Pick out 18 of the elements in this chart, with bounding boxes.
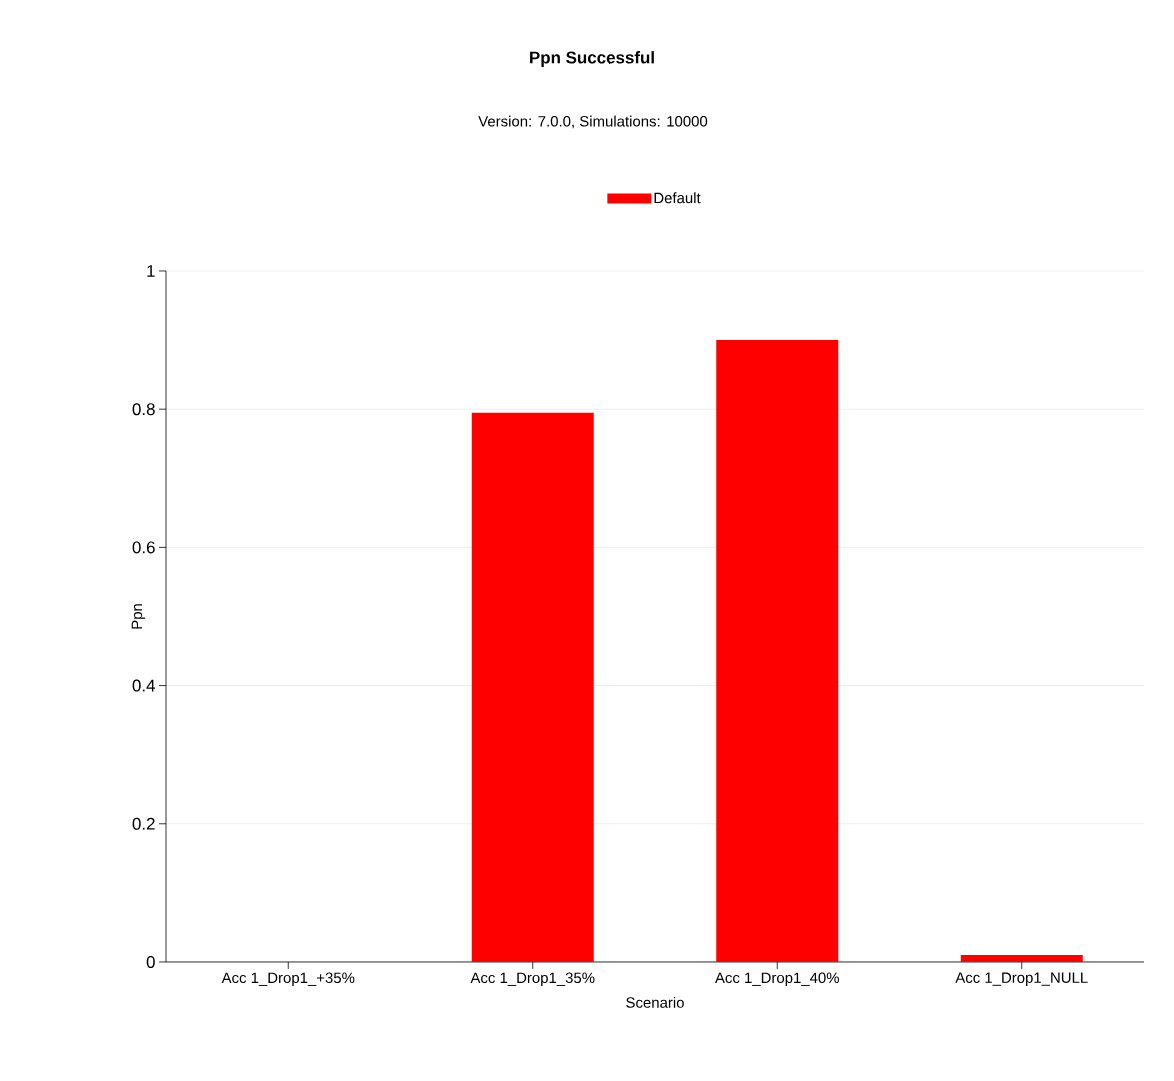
x-tick-label: Acc 1_Drop1_35% — [470, 972, 595, 987]
y-tick-label: 0.8 — [132, 403, 155, 416]
y-tick-label: 1 — [147, 265, 155, 277]
chart-title: Ppn Successful — [530, 51, 654, 67]
bar — [960, 955, 1083, 962]
chart-subtitle: Version: 7.0.0, Simulations: 10000 — [478, 115, 708, 129]
y-tick-label: 0 — [146, 955, 155, 968]
x-tick-label: Acc 1_Drop1_40% — [714, 972, 839, 987]
y-tick-label: 0.6 — [132, 541, 155, 554]
bar — [716, 340, 839, 962]
y-tick-label: 0.2 — [132, 817, 155, 830]
x-axis-title: Scenario — [626, 996, 684, 1008]
x-tick-label: Acc 1_Drop1_NULL — [955, 972, 1088, 986]
legend-label: Default — [654, 192, 701, 204]
y-axis-title: Ppn — [131, 604, 146, 629]
bar — [471, 412, 594, 962]
y-tick-label: 0.4 — [132, 679, 155, 692]
x-tick-label: Acc 1_Drop1_+35% — [221, 972, 355, 987]
